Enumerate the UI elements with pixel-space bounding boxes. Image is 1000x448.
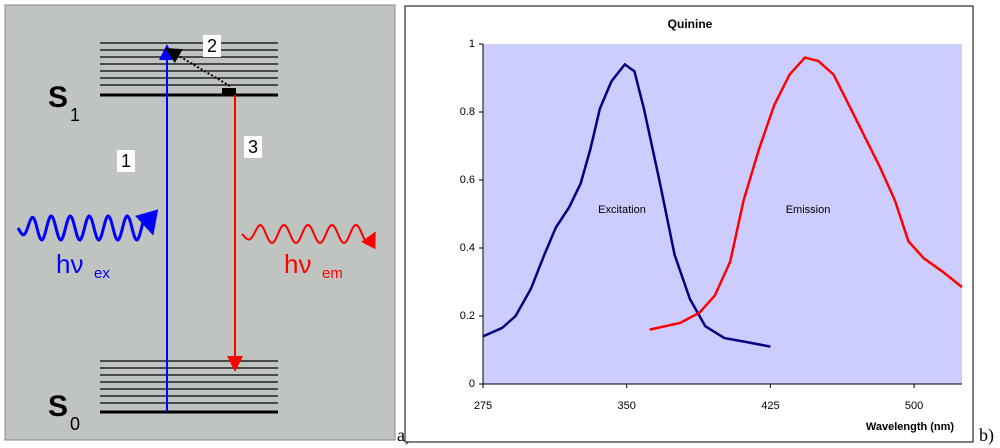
x-tick-label: 500	[905, 400, 923, 412]
x-tick-label: 350	[618, 400, 636, 412]
plot-area	[483, 44, 962, 384]
s1-label: S	[48, 81, 68, 114]
relaxed-state	[222, 88, 236, 94]
step1-label: 1	[121, 151, 131, 171]
series-label: Emission	[786, 204, 831, 216]
s0-label: S	[48, 390, 68, 423]
emission-wave	[241, 223, 376, 250]
excitation-wave	[16, 209, 159, 242]
relaxation-arrow	[165, 47, 231, 87]
s1-subscript: 1	[70, 105, 80, 125]
step3-label: 3	[248, 137, 258, 157]
step2-label: 2	[207, 36, 217, 56]
y-tick-label: 0.2	[460, 310, 475, 322]
hv-ex-label: hν	[56, 249, 83, 279]
y-tick-label: 0	[469, 378, 475, 390]
x-axis-label: Wavelength (nm)	[866, 421, 955, 433]
hv-em-label: hν	[284, 249, 311, 279]
x-tick-label: 275	[474, 400, 492, 412]
y-tick-label: 0.6	[460, 174, 475, 186]
series-line	[649, 56, 963, 331]
jablonski-diagram: S 1 S 0 1 2 3 hν ex hν em	[4, 4, 396, 441]
series-label: Excitation	[598, 204, 646, 216]
step1-box	[117, 150, 135, 172]
step2-box	[203, 35, 221, 57]
series-line	[482, 62, 771, 348]
hv-ex-subscript: ex	[94, 265, 110, 282]
x-tick-label: 425	[761, 400, 779, 412]
y-tick-label: 0.4	[460, 242, 475, 254]
lower-vibrational-levels	[100, 360, 278, 404]
step3-box	[244, 136, 262, 158]
upper-vibrational-levels	[100, 42, 278, 86]
hv-em-subscript: em	[322, 265, 343, 282]
y-tick-label: 1	[469, 38, 475, 50]
panel-b-label: b)	[979, 425, 994, 446]
s0-subscript: 0	[70, 414, 80, 434]
chart-title: Quinine	[668, 17, 713, 31]
y-tick-label: 0.8	[460, 106, 475, 118]
